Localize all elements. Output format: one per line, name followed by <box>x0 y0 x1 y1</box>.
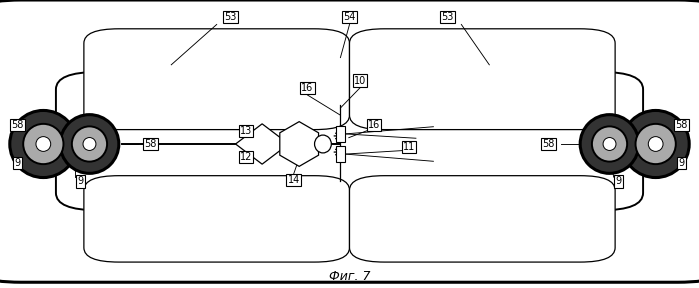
FancyBboxPatch shape <box>350 176 615 262</box>
FancyBboxPatch shape <box>336 146 345 162</box>
FancyBboxPatch shape <box>84 29 350 130</box>
Text: 16: 16 <box>368 120 380 130</box>
FancyBboxPatch shape <box>336 126 345 142</box>
Ellipse shape <box>315 135 331 153</box>
Text: 9: 9 <box>679 158 684 168</box>
Text: 58: 58 <box>144 139 157 149</box>
Text: 10: 10 <box>354 76 366 86</box>
Ellipse shape <box>23 124 64 164</box>
Ellipse shape <box>83 138 96 150</box>
Ellipse shape <box>592 126 627 162</box>
Polygon shape <box>280 122 319 166</box>
FancyBboxPatch shape <box>0 0 699 282</box>
Text: 12: 12 <box>240 152 252 162</box>
Ellipse shape <box>580 115 639 173</box>
Text: 53: 53 <box>224 12 237 22</box>
FancyBboxPatch shape <box>56 72 643 210</box>
Ellipse shape <box>648 137 663 151</box>
Ellipse shape <box>635 124 676 164</box>
Text: 14: 14 <box>287 175 300 185</box>
Text: 58: 58 <box>675 120 688 130</box>
FancyBboxPatch shape <box>350 29 615 130</box>
FancyBboxPatch shape <box>84 176 350 262</box>
Ellipse shape <box>603 138 616 150</box>
Text: Фиг. 7: Фиг. 7 <box>329 270 370 283</box>
Text: 13: 13 <box>240 126 252 136</box>
Ellipse shape <box>60 115 119 173</box>
Ellipse shape <box>622 111 689 177</box>
Text: 9: 9 <box>15 158 20 168</box>
Text: 58: 58 <box>542 139 555 149</box>
Text: 53: 53 <box>441 12 454 22</box>
Text: 11: 11 <box>403 142 415 152</box>
Ellipse shape <box>36 137 51 151</box>
Text: 16: 16 <box>301 83 314 93</box>
Text: 9: 9 <box>616 177 621 186</box>
Polygon shape <box>236 124 289 164</box>
Text: 58: 58 <box>11 120 24 130</box>
Text: 9: 9 <box>78 177 83 186</box>
Text: 54: 54 <box>343 12 356 22</box>
Ellipse shape <box>10 111 77 177</box>
Ellipse shape <box>72 126 107 162</box>
